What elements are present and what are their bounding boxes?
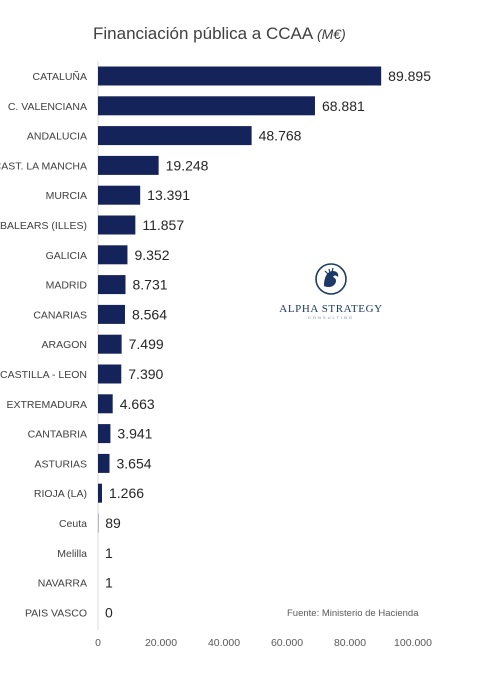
bar (98, 453, 110, 473)
value-label: 89.895 (388, 68, 431, 84)
value-label: 8.564 (132, 306, 167, 322)
category-label: CASTILLA - LEON (0, 369, 87, 381)
x-tick-label: 40.000 (208, 637, 240, 649)
category-label: Melilla (57, 548, 87, 560)
value-label: 89 (105, 515, 121, 531)
logo-sub-text: CONSULTING (308, 315, 354, 320)
x-tick-label: 0 (95, 637, 101, 649)
category-label: ARAGON (41, 339, 87, 351)
x-tick-label: 60.000 (271, 637, 303, 649)
category-label: C. VALENCIANA (8, 101, 87, 113)
bar (98, 424, 111, 444)
value-label: 1.266 (109, 485, 144, 501)
value-label: 11.857 (142, 217, 184, 233)
x-tick-label: 20.000 (145, 637, 177, 649)
category-label: GALICIA (46, 250, 87, 262)
bar (98, 304, 125, 324)
value-label: 9.352 (134, 247, 169, 263)
category-label: ANDALUCIA (27, 131, 87, 143)
bar (98, 275, 126, 295)
category-label: CANTABRIA (28, 429, 87, 441)
value-label: 13.391 (147, 187, 190, 203)
x-tick-label: 100.000 (394, 637, 432, 649)
value-label: 1 (105, 575, 113, 591)
category-label: BALEARS (ILLES) (0, 220, 87, 232)
value-label: 7.499 (129, 336, 164, 352)
category-label: RIOJA (LA) (34, 488, 87, 500)
chart-title: Financiación pública a CCAA (M€) (0, 24, 477, 44)
bar (98, 126, 252, 146)
category-label: MADRID (46, 280, 88, 292)
value-label: 3.654 (117, 455, 152, 471)
category-label: ASTURIAS (34, 458, 87, 470)
bar (98, 96, 315, 116)
value-label: 3.941 (117, 426, 152, 442)
value-label: 4.663 (120, 396, 155, 412)
category-label: CANARIAS (33, 309, 87, 321)
bar (98, 483, 102, 503)
bar (98, 364, 122, 384)
bar (98, 245, 128, 265)
bar (98, 394, 113, 414)
bar (98, 185, 141, 205)
bar (98, 215, 136, 235)
category-label: EXTREMADURA (6, 399, 87, 411)
bar (98, 334, 122, 354)
category-label: Ceuta (59, 518, 87, 530)
category-label: CATALUÑA (33, 70, 87, 83)
value-label: 0 (105, 604, 113, 620)
bar (98, 155, 159, 175)
logo-brand-text: ALPHA STRATEGY (279, 303, 383, 315)
value-label: 7.390 (128, 366, 163, 382)
category-label: CAST. LA MANCHA (0, 160, 87, 172)
value-label: 8.731 (133, 277, 168, 293)
value-label: 19.248 (166, 157, 209, 173)
category-label: MURCIA (46, 190, 87, 202)
value-label: 48.768 (259, 128, 302, 144)
category-label: NAVARRA (38, 578, 87, 590)
chart-title-unit: (M€) (316, 26, 346, 42)
x-tick-label: 80.000 (334, 637, 366, 649)
brand-logo: ALPHA STRATEGY CONSULTING (276, 262, 386, 320)
value-label: 68.881 (322, 98, 365, 114)
lion-head-icon (315, 263, 347, 295)
source-note: Fuente: Ministerio de Hacienda (287, 608, 419, 619)
chart-title-text: Financiación pública a CCAA (93, 24, 313, 43)
category-label: PAIS VASCO (25, 607, 87, 619)
bar (98, 66, 382, 86)
value-label: 1 (105, 545, 113, 561)
